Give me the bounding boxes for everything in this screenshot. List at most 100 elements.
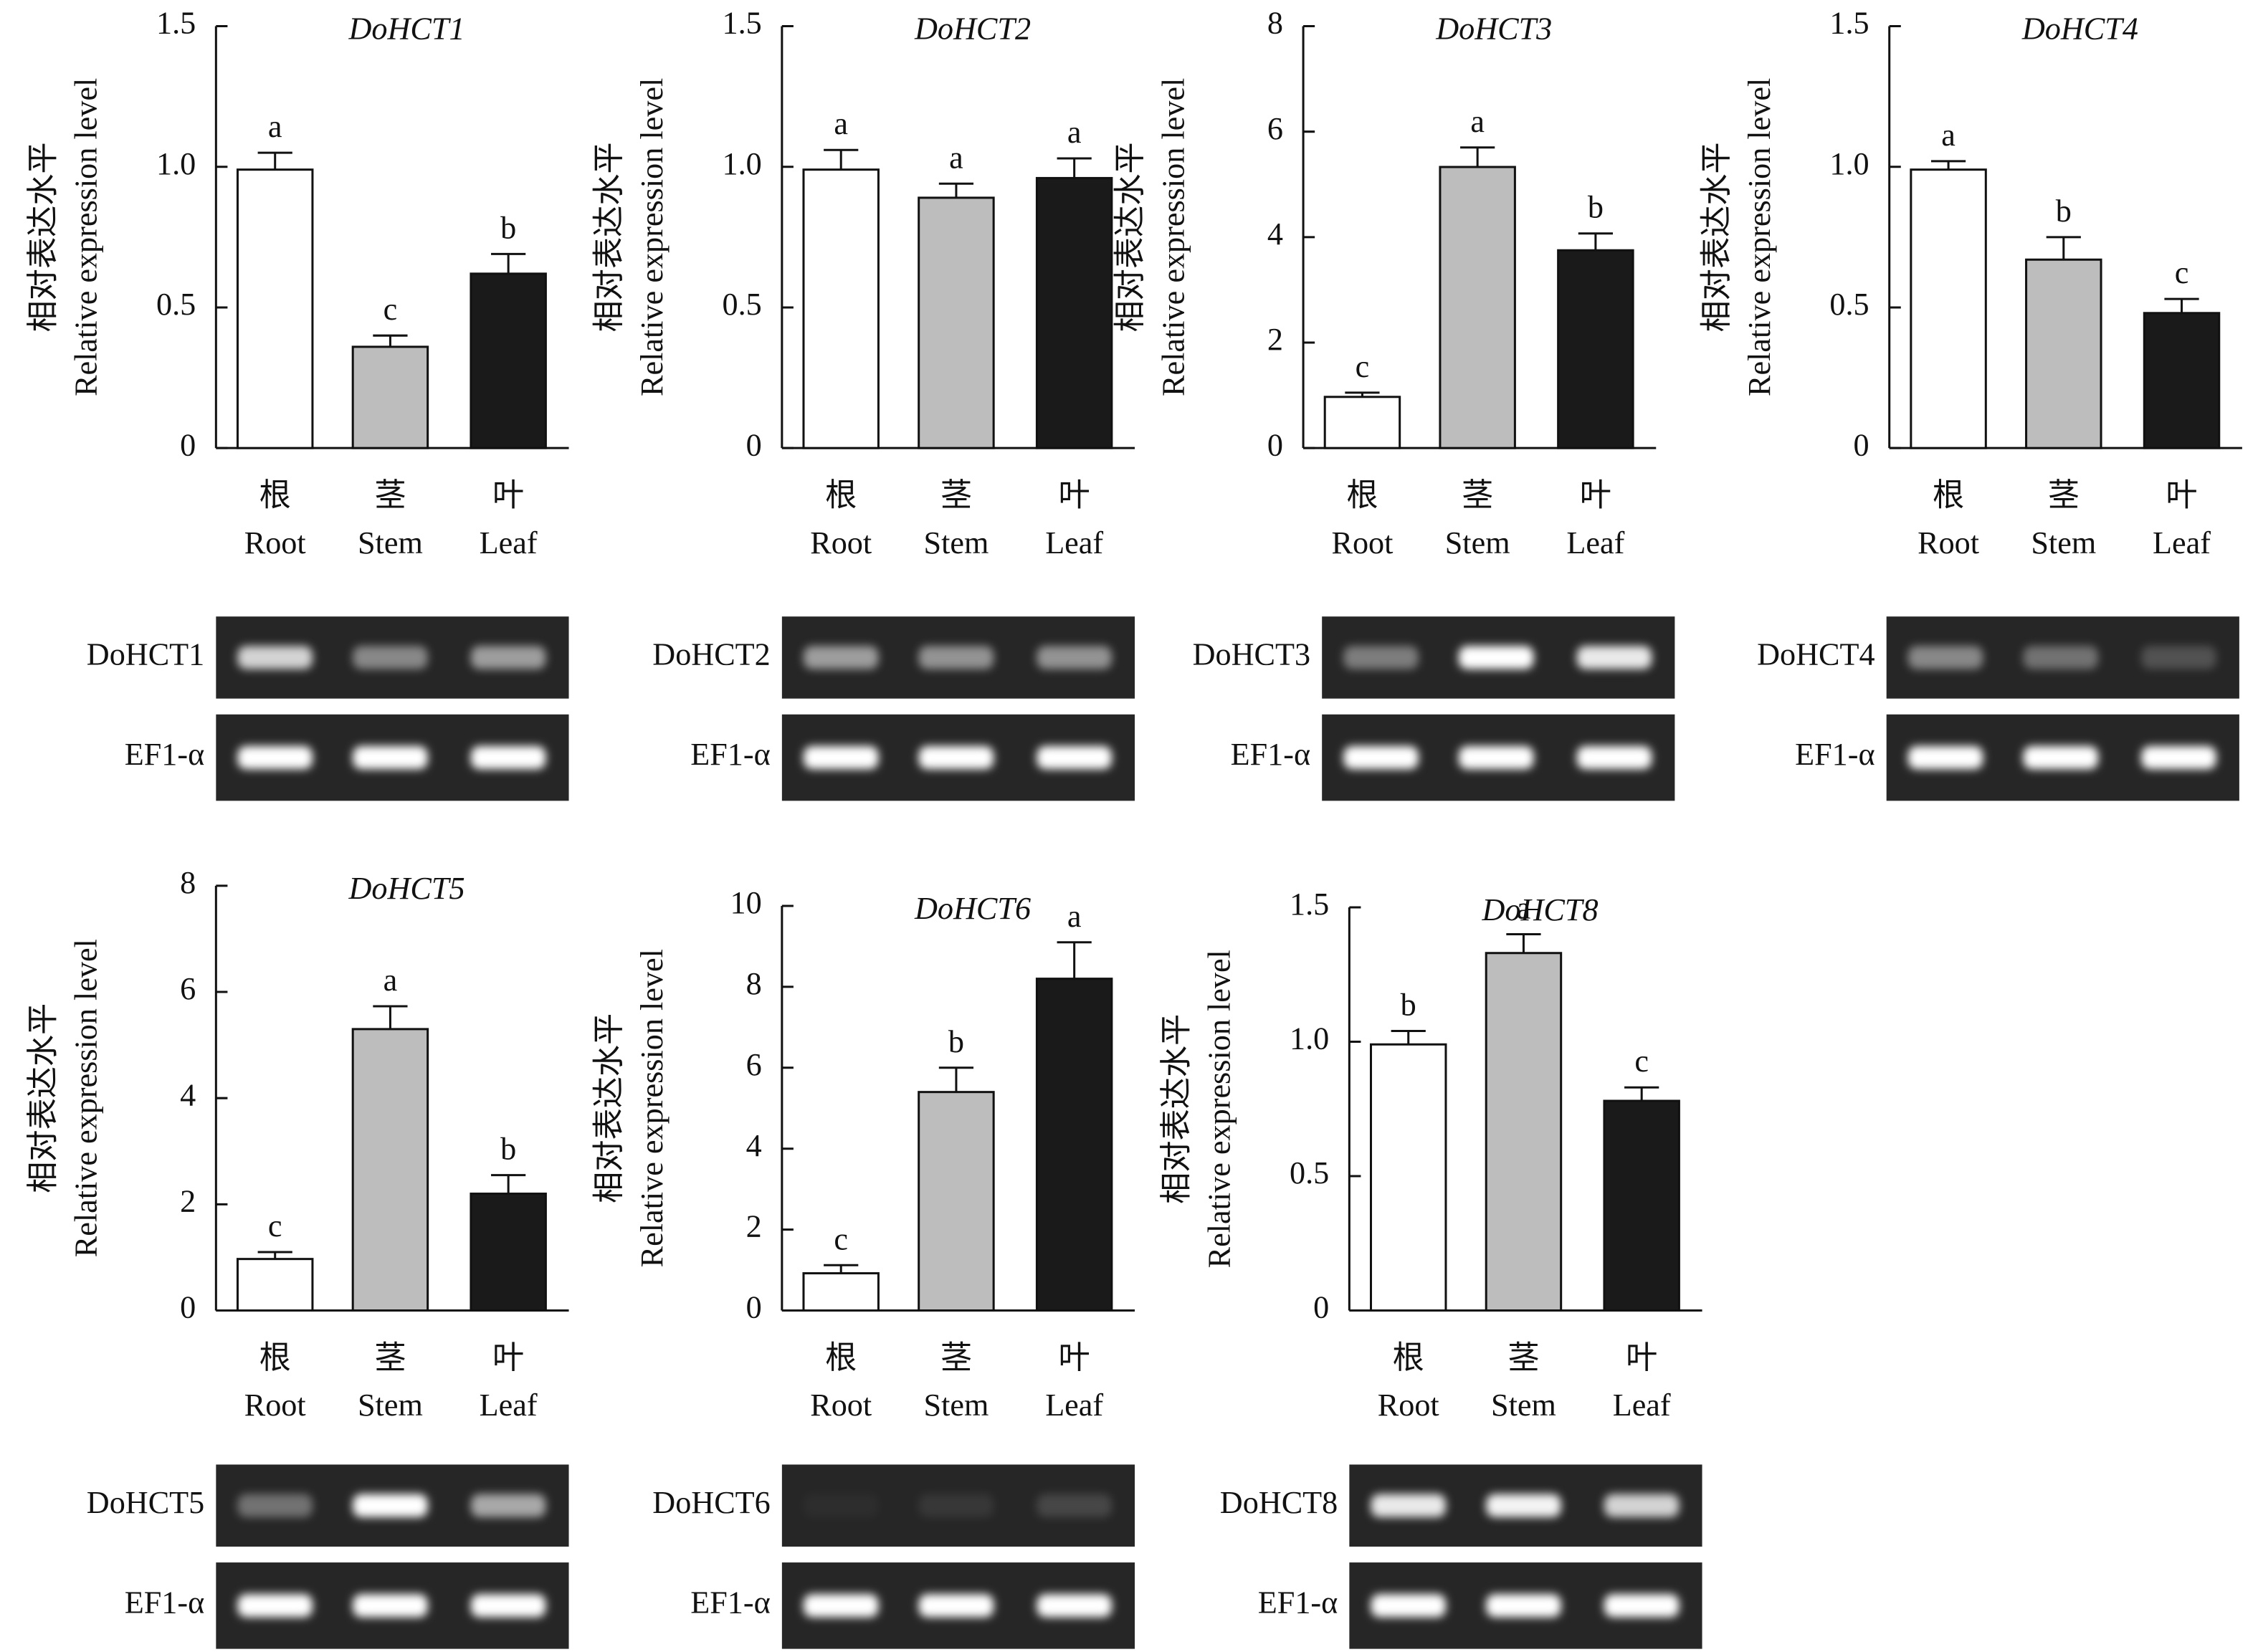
y-tick-label: 1.5 xyxy=(722,6,761,41)
annotation: a xyxy=(1067,899,1082,934)
y-tick-label: 6 xyxy=(180,971,196,1006)
gel-band xyxy=(237,746,313,770)
x-tick-label-cn: 叶 xyxy=(2166,478,2197,513)
chart-title: DoHCT2 xyxy=(914,11,1031,47)
x-tick-label-cn: 根 xyxy=(825,478,857,513)
y-label: 相对表达水平 xyxy=(591,142,627,332)
gel-band xyxy=(918,1594,994,1618)
y-tick-label: 0 xyxy=(746,427,762,462)
bar xyxy=(1910,168,1987,449)
gel-label: EF1-α xyxy=(125,737,205,772)
x-tick-label: Leaf xyxy=(480,525,538,560)
annotation: a xyxy=(834,106,848,141)
x-tick-label-cn: 根 xyxy=(259,1340,291,1375)
y-tick-label: 0.5 xyxy=(156,287,196,322)
x-tick-label-cn: 叶 xyxy=(1580,478,1611,513)
annotation: b xyxy=(948,1024,964,1059)
y-tick-label: 1.5 xyxy=(1290,887,1329,922)
y-tick-label: 2 xyxy=(746,1209,762,1244)
gel-band xyxy=(1037,1494,1112,1517)
gel-band xyxy=(918,746,994,770)
bar xyxy=(918,1091,995,1312)
x-tick-label-cn: 叶 xyxy=(1626,1340,1657,1375)
y-tick-label: 0 xyxy=(180,427,196,462)
x-tick-label-cn: 根 xyxy=(1346,478,1378,513)
bar xyxy=(470,272,547,449)
gel-band xyxy=(1604,1594,1680,1618)
x-tick-label: Root xyxy=(1331,525,1394,560)
y-label: Relative expression level xyxy=(1742,78,1777,396)
y-tick-label: 0 xyxy=(1853,427,1869,462)
y-tick-label: 2 xyxy=(1267,322,1283,357)
gel-band xyxy=(1371,1494,1446,1517)
x-tick-label: Leaf xyxy=(1045,1388,1103,1423)
gel-label: EF1-α xyxy=(125,1585,205,1620)
gel-band xyxy=(803,646,879,669)
gel-band xyxy=(918,646,994,669)
x-tick-label: Root xyxy=(1918,525,1980,560)
gel-band xyxy=(1037,1594,1112,1618)
annotation: c xyxy=(384,292,398,327)
x-tick-label: Stem xyxy=(1445,525,1510,560)
x-tick-label-cn: 茎 xyxy=(2048,478,2080,513)
gel-band xyxy=(1907,746,1983,770)
chart-title: DoHCT5 xyxy=(348,871,465,906)
y-label: 相对表达水平 xyxy=(1699,142,1734,332)
chart-title: DoHCT4 xyxy=(2021,11,2138,47)
x-tick-label: Root xyxy=(810,525,872,560)
x-tick-label: Stem xyxy=(2031,525,2096,560)
y-tick-label: 10 xyxy=(730,885,762,920)
x-tick-label: Leaf xyxy=(480,1388,538,1423)
gel-band xyxy=(1576,646,1652,669)
gel-band xyxy=(1343,746,1419,770)
gel-label: EF1-α xyxy=(1795,737,1875,772)
gel-label: EF1-α xyxy=(690,1585,771,1620)
gel-band xyxy=(1486,1494,1561,1517)
gel-label: DoHCT1 xyxy=(87,637,204,672)
bar xyxy=(2143,312,2221,449)
bar xyxy=(1439,166,1516,449)
gel-band xyxy=(353,746,428,770)
x-tick-label-cn: 茎 xyxy=(374,478,406,513)
x-tick-label-cn: 茎 xyxy=(1462,478,1493,513)
gel-band xyxy=(1907,646,1983,669)
x-tick-label-cn: 茎 xyxy=(374,1340,406,1375)
y-tick-label: 0 xyxy=(746,1290,762,1325)
gel-band xyxy=(1037,646,1112,669)
gel-band xyxy=(1459,646,1534,669)
y-tick-label: 2 xyxy=(180,1183,196,1218)
x-tick-label-cn: 叶 xyxy=(492,1340,524,1375)
gel-label: DoHCT8 xyxy=(1220,1485,1338,1520)
x-tick-label: Leaf xyxy=(1566,525,1624,560)
bar xyxy=(1323,396,1401,449)
x-tick-label-cn: 叶 xyxy=(1059,1340,1090,1375)
y-tick-label: 1.0 xyxy=(156,146,196,181)
x-tick-label-cn: 茎 xyxy=(1507,1340,1539,1375)
y-tick-label: 8 xyxy=(746,966,762,1001)
annotation: a xyxy=(384,963,398,998)
bar xyxy=(470,1193,547,1312)
x-tick-label: Leaf xyxy=(1045,525,1103,560)
annotation: c xyxy=(1634,1044,1649,1079)
gel-band xyxy=(1343,646,1419,669)
annotation: a xyxy=(1517,891,1531,926)
x-tick-label-cn: 茎 xyxy=(940,478,972,513)
y-tick-label: 1.5 xyxy=(1829,6,1869,41)
y-tick-label: 0.5 xyxy=(1290,1155,1329,1190)
gel-band xyxy=(353,1494,428,1517)
annotation: c xyxy=(834,1221,848,1256)
annotation: a xyxy=(1941,118,1955,153)
gel-band xyxy=(1459,746,1534,770)
gel-label: DoHCT6 xyxy=(652,1485,770,1520)
annotation: b xyxy=(2056,194,2072,229)
x-tick-label-cn: 叶 xyxy=(1059,478,1090,513)
y-label: 相对表达水平 xyxy=(25,1003,60,1193)
gel-band xyxy=(2141,746,2216,770)
annotation: a xyxy=(949,140,963,175)
y-label: Relative expression level xyxy=(634,949,670,1267)
y-label: 相对表达水平 xyxy=(25,142,60,332)
x-tick-label-cn: 根 xyxy=(825,1340,857,1375)
x-tick-label: Leaf xyxy=(2153,525,2211,560)
gel-label: EF1-α xyxy=(1231,737,1311,772)
gel-band xyxy=(237,1494,313,1517)
